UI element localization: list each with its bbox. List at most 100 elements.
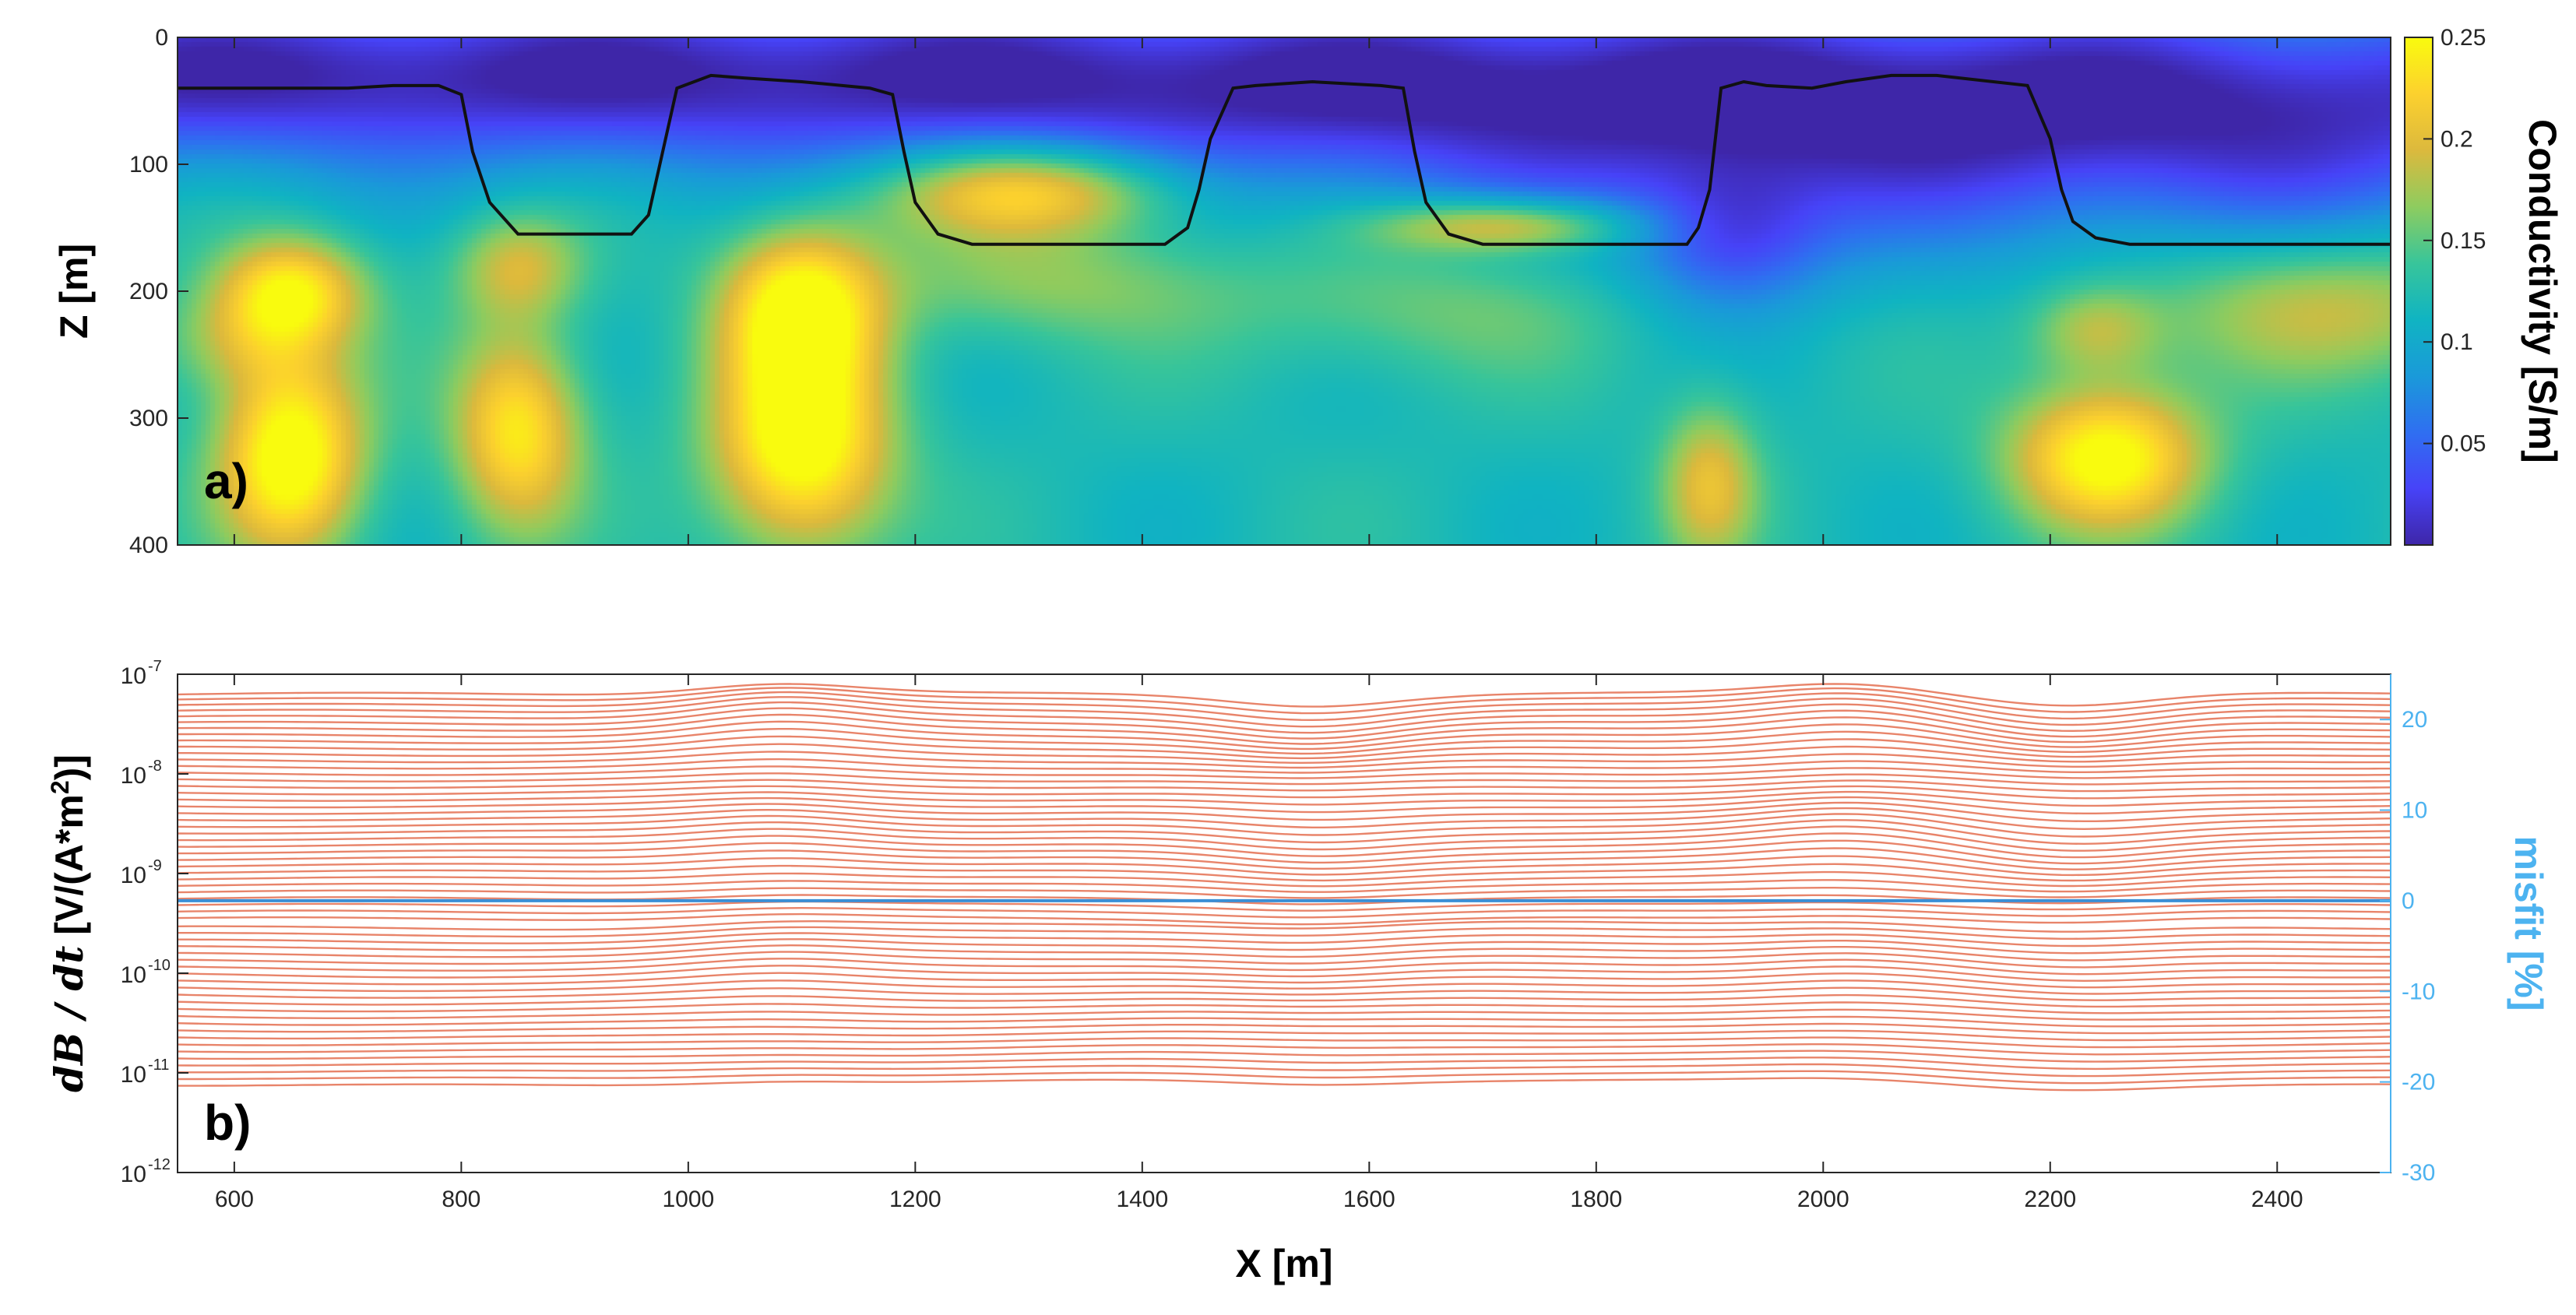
dbdt-curve [178,986,2391,1001]
dbdt-curve [178,707,2391,740]
dbdt-curve [178,900,2391,912]
panel-b-x-tick-label: 1200 [889,1187,941,1212]
dbdt-curve [178,847,2391,870]
dbdt-curve [178,972,2391,989]
dbdt-curve [178,832,2391,859]
ylabel-math: dB / dt [46,946,92,1092]
colorbar-tick-label: 0.05 [2441,431,2486,457]
dbdt-curve [178,926,2391,940]
panel-b-y-tick-exponent: -12 [148,1156,171,1173]
dbdt-curve [178,772,2391,786]
x-axis-label: X [m] [1236,1242,1333,1285]
dbdt-curve [178,743,2391,765]
ylabel-unit: [V/(A*m [48,794,91,945]
dbdt-curve [178,1063,2391,1078]
dbdt-curve [178,912,2391,926]
dbdt-curve [178,785,2391,800]
dbdt-curve [178,751,2391,769]
dbdt-curve [178,801,2391,822]
misfit-tick-label: 10 [2402,798,2427,824]
panel-b-x-tick-label: 2000 [1797,1187,1849,1212]
colorbar-label: Conductivity [S/m] [2521,119,2564,463]
dbdt-curve [178,1036,2391,1049]
dbdt-curve [178,779,2391,793]
misfit-tick-label: -10 [2402,979,2435,1004]
panel-b-y-axis-label: dB / dt [V/(A*m2)] [46,754,92,1092]
dbdt-curve [178,1015,2391,1028]
panel-b-x-tick-label: 1000 [662,1187,714,1212]
panel-a-y-tick-label: 400 [129,533,168,558]
panel-a-y-tick-label: 300 [129,406,168,431]
panel-b-y-tick-label: 10 [121,962,146,988]
panel-b-x-tick-label: 600 [215,1187,254,1212]
dbdt-curve [178,735,2391,760]
misfit-axis-ticks: 20 10 0 -10 -20 -30 [2380,707,2435,1186]
dbdt-curve [178,870,2391,888]
panel-a-y-tick-label: 100 [129,152,168,178]
dbdt-curve [178,1043,2391,1056]
dbdt-curve [178,979,2391,995]
dbdt-curve [178,1029,2391,1042]
dbdt-curve [178,691,2391,722]
dbdt-curve [178,765,2391,779]
dbdt-curve [178,1022,2391,1035]
dbdt-curve [178,813,2391,838]
dbdt-curve [178,839,2391,865]
dbdt-curve [178,958,2391,976]
dbdt-curve [178,879,2391,893]
panel-b-x-tick-label: 1800 [1570,1187,1622,1212]
panel-b-y-tick-label: 10 [121,863,146,888]
panel-a-y-ticks: 0 100 200 300 400 [129,25,188,558]
dbdt-curve [178,855,2391,877]
dbdt-curve [178,894,2391,905]
dbdt-curve [178,696,2391,728]
panel-b-x-tick-label: 800 [442,1187,480,1212]
dbdt-curve [178,906,2391,919]
panel-a: 0 100 200 300 400 Z [m] a) 0.05 0.1 0.15 0.2 0.2… [52,25,2564,558]
misfit-tick-label: -20 [2402,1070,2435,1095]
panel-a-x-ticks [233,37,2279,545]
dbdt-curve [178,1077,2391,1092]
colorbar-tick-label: 0.15 [2441,228,2486,254]
dbdt-curve [178,1001,2391,1014]
misfit-tick-label: 0 [2402,888,2415,914]
panel-b-x-ticks: 600 800 1000 1200 1400 1600 1800 2000 2200 2400 [215,674,2303,1212]
dbdt-curve [178,1070,2391,1085]
panel-b-y-tick-exponent: -9 [148,857,162,874]
dbdt-curve [178,807,2391,831]
panel-b-y-tick-exponent: -10 [148,957,171,974]
dbdt-curve [178,944,2391,962]
panel-b-y-tick-exponent: -7 [148,658,162,675]
panel-a-label: a) [204,453,248,509]
colorbar-ticks: 0.05 0.1 0.15 0.2 0.25 [2423,25,2486,457]
conductivity-heatmap [178,37,2391,545]
ylabel-end: )] [48,754,91,780]
panel-a-y-axis-label: Z [m] [52,244,96,339]
dbdt-curves [178,683,2391,1092]
colorbar-tick-label: 0.1 [2441,329,2473,355]
dbdt-curve [178,819,2391,846]
dbdt-curve [178,919,2391,933]
dbdt-curve [178,993,2391,1008]
panel-b-label: b) [204,1095,251,1151]
dbdt-curve [178,713,2391,745]
dbdt-curve [178,1057,2391,1071]
panel-a-y-tick-label: 200 [129,279,168,304]
colorbar [2404,37,2433,546]
colorbar-tick-label: 0.25 [2441,25,2486,51]
interface-boundary-line [178,73,2391,246]
panel-b-x-tick-label: 2400 [2251,1187,2303,1212]
panel-a-y-tick-label: 0 [155,25,168,51]
panel-b-y-tick-exponent: -8 [148,758,162,775]
dbdt-curve [178,938,2391,955]
ylabel-sup: 2 [46,780,74,794]
dbdt-curve [178,720,2391,751]
panel-b-x-tick-label: 1400 [1116,1187,1168,1212]
panel-b-y-tick-label: 10 [121,1062,146,1088]
dbdt-curve [178,796,2391,814]
colorbar-tick-label: 0.2 [2441,126,2473,152]
dbdt-curve [178,887,2391,899]
misfit-tick-label: 20 [2402,707,2427,733]
